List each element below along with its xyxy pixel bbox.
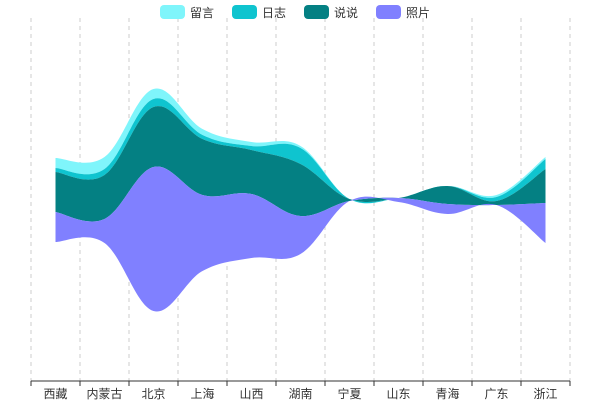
x-tick-label: 浙江 xyxy=(533,387,557,400)
legend-label: 留言 xyxy=(190,5,215,20)
legend-swatch xyxy=(160,5,185,19)
legend-swatch xyxy=(376,5,401,19)
legend-item[interactable]: 照片 xyxy=(376,4,430,20)
x-tick-label: 内蒙古 xyxy=(86,386,122,400)
x-tick-label: 广东 xyxy=(484,387,508,400)
x-tick-label: 西藏 xyxy=(43,387,67,400)
x-tick-label: 湖南 xyxy=(288,386,312,400)
legend-item[interactable]: 留言 xyxy=(160,4,214,20)
x-tick-label: 北京 xyxy=(141,387,165,400)
legend-item[interactable]: 日志 xyxy=(232,4,286,20)
river-layer-照片[interactable] xyxy=(55,166,546,312)
x-tick-label: 山西 xyxy=(239,387,263,400)
x-tick-label: 山东 xyxy=(386,387,410,400)
legend-label: 说说 xyxy=(334,5,359,20)
x-tick-label: 青海 xyxy=(435,386,459,400)
legend-label: 日志 xyxy=(262,5,287,20)
x-tick-label: 宁夏 xyxy=(337,386,361,400)
legend-item[interactable]: 说说 xyxy=(304,4,358,20)
legend-swatch xyxy=(232,5,257,19)
river-layer-说说[interactable] xyxy=(55,106,546,222)
x-tick-label: 上海 xyxy=(190,386,214,400)
legend-label: 照片 xyxy=(406,5,431,20)
river-layer-日志[interactable] xyxy=(55,98,546,204)
legend-swatch xyxy=(304,5,329,19)
legend: 留言 日志 说说 照片 xyxy=(0,0,600,26)
